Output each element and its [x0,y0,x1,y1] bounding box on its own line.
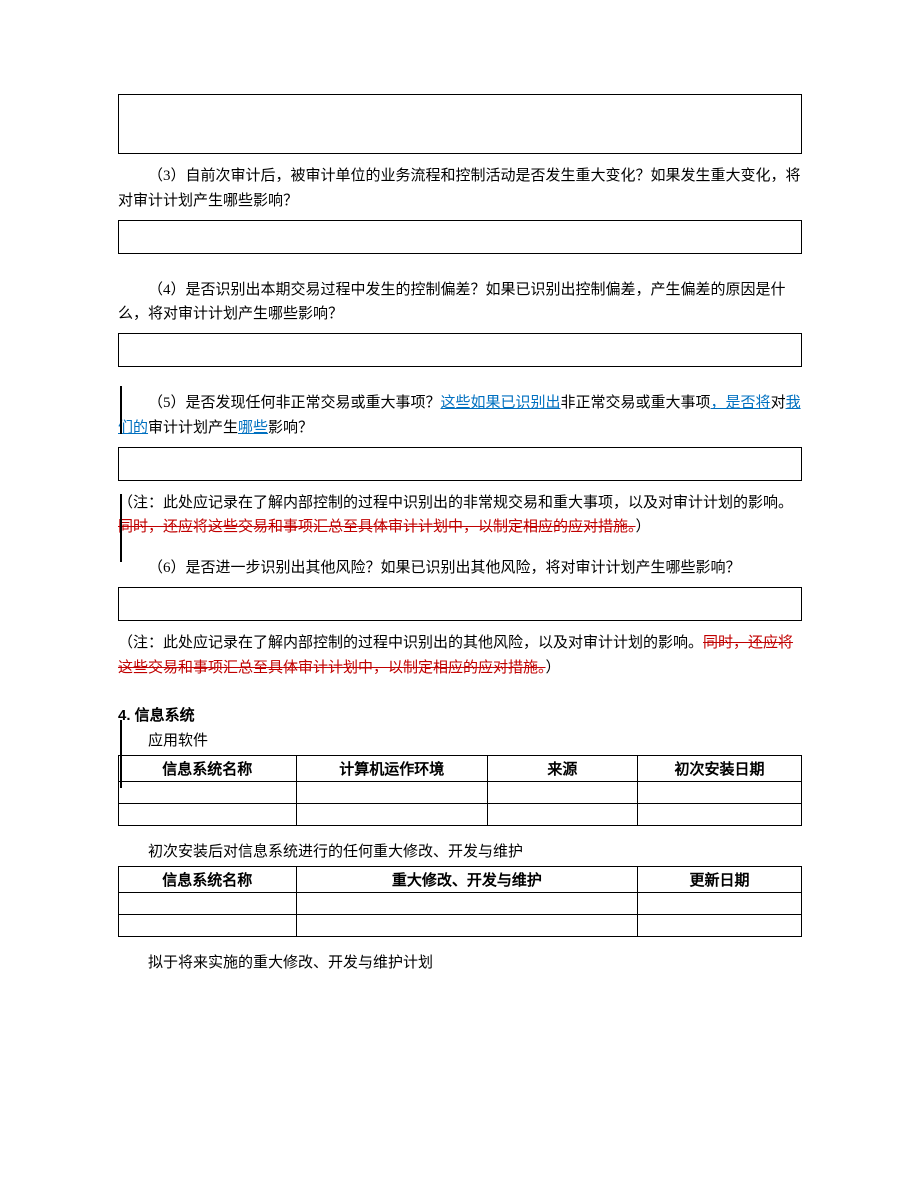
answer-box-q6[interactable] [118,587,802,621]
table-software: 信息系统名称 计算机运作环境 来源 初次安装日期 [118,755,802,826]
q6-note-pre: （注：此处应记录在了解内部控制的过程中识别出的其他风险，以及对审计计划的影响。 [118,635,703,651]
q5-mid3: 审计计划产生 [148,420,238,436]
question-4-text: （4）是否识别出本期交易过程中发生的控制偏差？如果已识别出控制偏差，产生偏差的原… [118,278,802,328]
section-4-heading: 4. 信息系统 [118,704,802,725]
section-4-sub3: 拟于将来实施的重大修改、开发与维护计划 [118,951,802,975]
table-row[interactable] [119,782,802,804]
table-row[interactable] [119,804,802,826]
t2-h2: 重大修改、开发与维护 [296,867,638,893]
question-5-text: （5）是否发现任何非正常交易或重大事项？这些如果已识别出非正常交易或重大事项，是… [118,391,802,441]
revision-mark [120,386,122,434]
question-4: （4）是否识别出本期交易过程中发生的控制偏差？如果已识别出控制偏差，产生偏差的原… [118,278,802,328]
answer-box-q2[interactable] [118,94,802,154]
q5-insert-1: 这些如果已识别出 [441,395,561,411]
t2-h3: 更新日期 [638,867,802,893]
q5-mid1: 非正常交易或重大事项 [561,395,711,411]
table-row[interactable] [119,915,802,937]
t1-h1: 信息系统名称 [119,756,297,782]
question-6: （6）是否进一步识别出其他风险？如果已识别出其他风险，将对审计计划产生哪些影响？ [118,556,802,581]
q5-mid2: 对 [771,395,786,411]
answer-box-q3[interactable] [118,220,802,254]
q5-note-close: ） [636,519,651,535]
question-6-note: （注：此处应记录在了解内部控制的过程中识别出的其他风险，以及对审计计划的影响。同… [118,631,802,681]
question-5-note: （注：此处应记录在了解内部控制的过程中识别出的非常规交易和重大事项，以及对审计计… [118,491,802,541]
revision-mark [120,720,122,788]
answer-box-q4[interactable] [118,333,802,367]
q5-insert-4: 哪些 [238,420,268,436]
q6-note-close: ） [546,660,561,676]
t1-h4: 初次安装日期 [638,756,802,782]
q5-pre: （5）是否发现任何非正常交易或重大事项？ [148,395,441,411]
document-page: （3）自前次审计后，被审计单位的业务流程和控制活动是否发生重大变化？如果发生重大… [0,0,920,1015]
question-3: （3）自前次审计后，被审计单位的业务流程和控制活动是否发生重大变化？如果发生重大… [118,164,802,214]
section-4-sub1: 应用软件 [118,729,802,753]
table-row[interactable] [119,893,802,915]
question-6-text: （6）是否进一步识别出其他风险？如果已识别出其他风险，将对审计计划产生哪些影响？ [118,556,802,581]
question-3-text: （3）自前次审计后，被审计单位的业务流程和控制活动是否发生重大变化？如果发生重大… [118,164,802,214]
t2-h1: 信息系统名称 [119,867,297,893]
section-4-sub2: 初次安装后对信息系统进行的任何重大修改、开发与维护 [118,840,802,864]
question-5: （5）是否发现任何非正常交易或重大事项？这些如果已识别出非正常交易或重大事项，是… [118,391,802,441]
table-maintenance: 信息系统名称 重大修改、开发与维护 更新日期 [118,866,802,937]
q5-note-pre: （注：此处应记录在了解内部控制的过程中识别出的非常规交易和重大事项，以及对审计计… [118,495,793,511]
q5-end: 影响？ [268,420,313,436]
t1-h3: 来源 [487,756,637,782]
q5-insert-2: ，是否将 [711,395,771,411]
revision-mark [120,494,122,562]
t1-h2: 计算机运作环境 [296,756,487,782]
q5-note-deleted: 同时，还应将这些交易和事项汇总至具体审计计划中，以制定相应的应对措施。 [118,519,636,535]
answer-box-q5[interactable] [118,447,802,481]
